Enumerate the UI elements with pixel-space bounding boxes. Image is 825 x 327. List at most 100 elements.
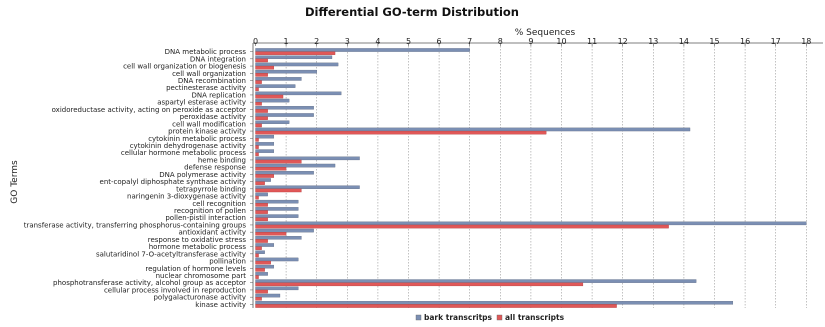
bar-all-transcripts <box>255 123 262 128</box>
bar-all-transcripts <box>255 239 268 243</box>
bar-bark-transcripts <box>255 221 807 226</box>
bar-bark-transcripts <box>255 185 360 189</box>
bar-all-transcripts <box>255 181 265 185</box>
category-label: polygalacturonase activity <box>153 294 246 302</box>
category-label: DNA metabolic process <box>165 48 247 56</box>
category-label: cellular process involved in reproductio… <box>104 286 246 294</box>
category-label: phosphotransferase activity, alcohol gro… <box>53 279 246 287</box>
bar-bark-transcripts <box>255 257 299 262</box>
category-label: pectinesterase activity <box>166 84 246 92</box>
bar-all-transcripts <box>255 138 259 142</box>
bar-all-transcripts <box>255 58 268 63</box>
bar-bark-transcripts <box>255 113 314 117</box>
x-tick-labels: 0 1 2 3 4 5 6 7 8 9 10 11 12 13 14 15 16 17 18 <box>253 37 811 46</box>
bar-bark-transcripts <box>255 178 271 182</box>
bar-all-transcripts <box>255 87 259 92</box>
category-label: naringenin 3-dioxygenase activity <box>127 193 246 201</box>
category-label: DNA replication <box>191 91 246 99</box>
bar-all-transcripts <box>255 80 262 84</box>
x-tick-label: 2 <box>314 37 319 46</box>
bar-bark-transcripts <box>255 272 268 276</box>
bar-all-transcripts <box>255 289 268 294</box>
category-label: nuclear chromosome part <box>156 272 247 280</box>
category-label: cellular hormone metabolic process <box>121 149 246 157</box>
bar-all-transcripts <box>255 210 268 214</box>
category-label: salutaridinol 7-O-acetyltransferase acti… <box>96 250 246 258</box>
bar-bark-transcripts <box>255 243 275 247</box>
bar-bark-transcripts <box>255 156 360 161</box>
bar-bark-transcripts <box>255 207 299 211</box>
bar-all-transcripts <box>255 65 275 70</box>
bar-bark-transcripts <box>255 134 275 139</box>
category-label: ent-copalyl diphosphate synthase activit… <box>100 178 246 186</box>
x-tick-label: 1 <box>284 37 289 46</box>
bar-all-transcripts <box>255 152 259 157</box>
x-axis-label: % Sequences <box>515 28 576 38</box>
x-tick-label: 16 <box>740 37 750 46</box>
category-label: heme binding <box>198 156 246 164</box>
bar-all-transcripts <box>255 188 302 193</box>
x-tick-label: 8 <box>498 37 503 46</box>
bar-bark-transcripts <box>255 91 342 96</box>
category-label: tetrapyrrole binding <box>176 185 246 193</box>
x-tick-label: 7 <box>467 37 472 46</box>
bar-bark-transcripts <box>255 69 317 74</box>
bar-bark-transcripts <box>255 293 281 298</box>
x-tick-label: 10 <box>556 37 566 46</box>
bar-bark-transcripts <box>255 214 299 218</box>
category-label: pollination <box>209 258 246 266</box>
bar-all-transcripts <box>255 232 287 236</box>
legend-swatch-all <box>496 314 503 321</box>
category-label: DNA integration <box>190 55 246 63</box>
x-tick-label: 18 <box>801 37 811 46</box>
category-label: peroxidase activity <box>180 113 246 121</box>
bar-bark-transcripts <box>255 279 697 283</box>
bar-all-transcripts <box>255 167 287 171</box>
bar-bark-transcripts <box>255 84 296 88</box>
category-label: transferase activity, transferring phosp… <box>24 221 247 229</box>
chart-title: Differential GO-term Distribution <box>305 5 519 19</box>
bar-bark-transcripts <box>255 301 734 305</box>
category-label: recognition of pollen <box>174 207 246 215</box>
x-tick-label: 3 <box>345 37 350 46</box>
category-label: regulation of hormone levels <box>145 265 246 273</box>
bar-all-transcripts <box>255 195 259 200</box>
bar-bark-transcripts <box>255 163 336 168</box>
bar-all-transcripts <box>255 145 259 149</box>
category-label: cell recognition <box>192 200 246 208</box>
category-label: defense response <box>184 164 246 172</box>
x-tick-label: 5 <box>406 37 411 46</box>
bar-all-transcripts <box>255 304 617 308</box>
category-label: oxidoreductase activity, acting on perox… <box>52 106 247 114</box>
bar-bark-transcripts <box>255 77 302 81</box>
bars <box>255 48 807 308</box>
category-label: pollen-pistil interaction <box>165 214 246 222</box>
x-tick-label: 9 <box>528 37 533 46</box>
legend-label-all: all transcripts <box>505 313 565 322</box>
bar-bark-transcripts <box>255 48 470 52</box>
bar-all-transcripts <box>255 268 265 272</box>
x-tick-label: 13 <box>648 37 658 46</box>
legend: bark transcritps all transcripts <box>415 313 565 322</box>
bar-all-transcripts <box>255 275 259 279</box>
bar-bark-transcripts <box>255 120 290 124</box>
category-label: protein kinase activity <box>168 128 246 136</box>
legend-label-bark: bark transcritps <box>424 313 493 322</box>
bar-all-transcripts <box>255 282 584 287</box>
category-label: kinase activity <box>195 301 246 309</box>
bar-all-transcripts <box>255 102 262 106</box>
x-tick-label: 4 <box>375 37 380 46</box>
x-tick-label: 15 <box>709 37 719 46</box>
bar-bark-transcripts <box>255 62 339 67</box>
category-label: hormone metabolic process <box>149 243 247 251</box>
category-label: DNA recombination <box>178 77 246 85</box>
bar-all-transcripts <box>255 253 259 258</box>
bar-all-transcripts <box>255 203 268 207</box>
category-label: DNA polymerase activity <box>159 171 246 179</box>
category-label: aspartyl esterase activity <box>157 99 246 107</box>
bar-bark-transcripts <box>255 98 290 103</box>
bar-bark-transcripts <box>255 149 275 153</box>
bar-bark-transcripts <box>255 55 333 59</box>
